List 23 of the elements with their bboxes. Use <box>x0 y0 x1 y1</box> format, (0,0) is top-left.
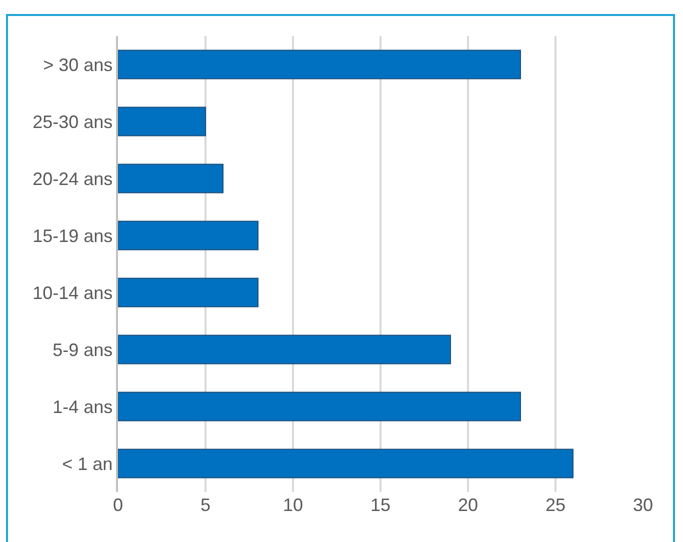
x-tick-label: 0 <box>112 495 124 515</box>
bar <box>118 50 521 80</box>
y-tick-label: > 30 ans <box>43 54 113 75</box>
y-tick-label: 25-30 ans <box>32 112 113 132</box>
y-tick-label: 20-24 ans <box>32 168 113 189</box>
x-tick-label: 25 <box>545 495 566 515</box>
bar <box>118 278 258 308</box>
y-tick-label: 5-9 ans <box>52 340 113 360</box>
y-tick-label: 10-14 ans <box>32 282 113 303</box>
bar <box>118 334 451 364</box>
x-tick-label: 20 <box>458 495 478 515</box>
x-tick-label: 10 <box>282 495 304 515</box>
x-tick-label: 15 <box>370 495 391 515</box>
bar <box>118 220 258 250</box>
bar <box>118 392 521 422</box>
y-tick-label: 1-4 ans <box>52 396 113 417</box>
y-tick-label: 15-19 ans <box>32 226 113 246</box>
y-tick-label: < 1 an <box>62 454 113 474</box>
x-tick-label: 5 <box>200 495 211 515</box>
bar <box>118 164 224 194</box>
bar <box>118 448 574 478</box>
bar <box>118 106 206 136</box>
x-tick-label: 30 <box>632 495 654 515</box>
